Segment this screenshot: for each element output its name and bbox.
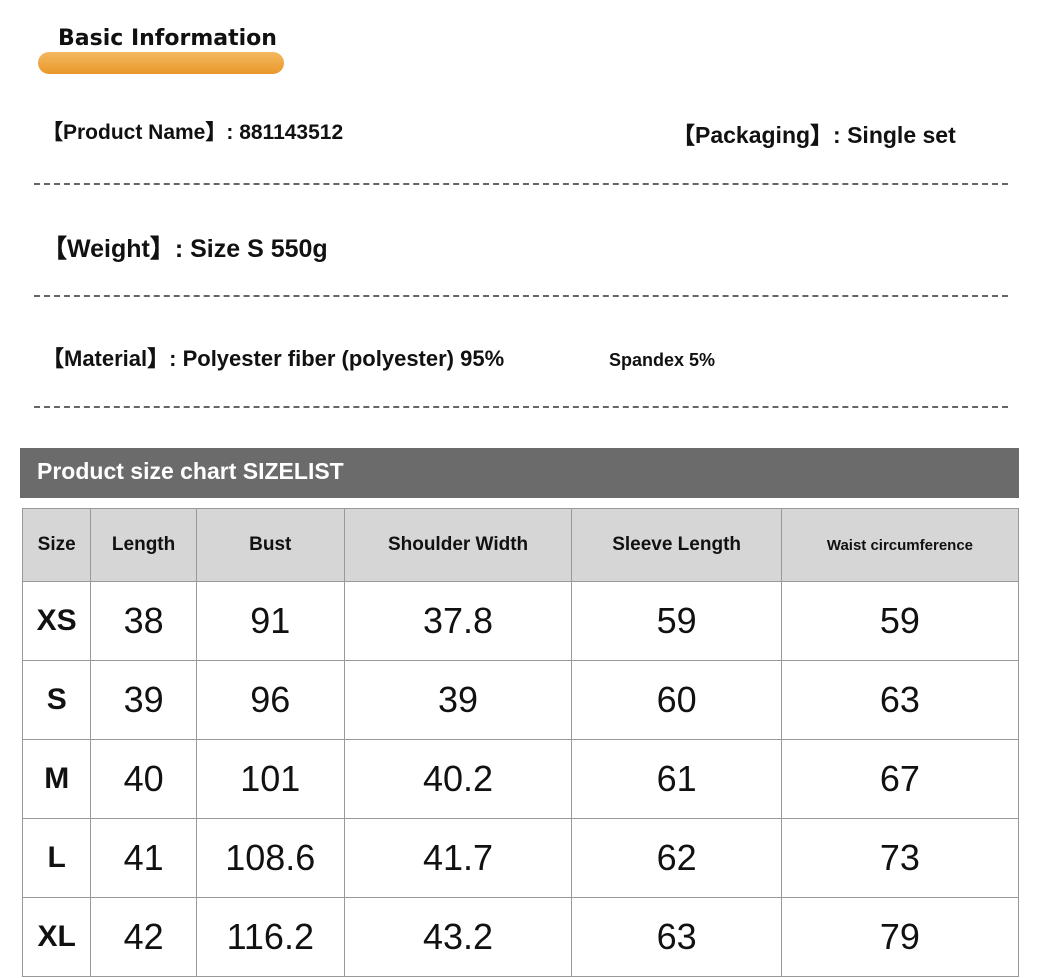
table-cell: 40.2 bbox=[343, 739, 573, 819]
divider bbox=[34, 406, 1008, 408]
chart-header: Product size chart SIZELIST bbox=[20, 448, 1019, 498]
table-cell: S bbox=[21, 660, 92, 740]
packaging: 【Packaging】: Single set bbox=[672, 122, 956, 148]
table-row: S 39 96 39 60 63 bbox=[21, 660, 1020, 740]
table-cell: 41.7 bbox=[343, 818, 573, 898]
table-cell: 79 bbox=[780, 897, 1020, 977]
table-cell: L bbox=[21, 818, 92, 898]
column-header: Sleeve Length bbox=[571, 508, 782, 582]
table-body: XS 38 91 37.8 59 59 S 39 96 39 60 63 M 40 101 40.2 61 67 L… bbox=[21, 581, 1020, 977]
table-cell: 63 bbox=[780, 660, 1020, 740]
table-row: XS 38 91 37.8 59 59 bbox=[21, 581, 1020, 661]
table-cell: 60 bbox=[571, 660, 782, 740]
table-row: XL 42 116.2 43.2 63 79 bbox=[21, 897, 1020, 977]
table-cell: 38 bbox=[90, 581, 197, 661]
table-cell: 59 bbox=[571, 581, 782, 661]
size-table: Size Length Bust Shoulder Width Sleeve Lengt… bbox=[21, 508, 1020, 977]
table-cell: 37.8 bbox=[343, 581, 573, 661]
material: 【Material】: Polyester fiber (polyester) … bbox=[42, 346, 505, 371]
material-extra: Spandex 5% bbox=[609, 350, 716, 370]
table-cell: 40 bbox=[90, 739, 197, 819]
table-cell: 42 bbox=[90, 897, 197, 977]
divider bbox=[34, 183, 1008, 185]
product-name: 【Product Name】: 881143512 bbox=[42, 121, 344, 144]
table-cell: 101 bbox=[195, 739, 345, 819]
table-cell: 108.6 bbox=[195, 818, 345, 898]
column-header: Shoulder Width bbox=[343, 508, 573, 582]
column-header: Size bbox=[21, 508, 92, 582]
table-cell: 39 bbox=[90, 660, 197, 740]
table-row: L 41 108.6 41.7 62 73 bbox=[21, 818, 1020, 898]
table-cell: 61 bbox=[571, 739, 782, 819]
table-cell: 41 bbox=[90, 818, 197, 898]
table-cell: 116.2 bbox=[195, 897, 345, 977]
table-cell: XS bbox=[21, 581, 92, 661]
header-row: Size Length Bust Shoulder Width Sleeve Lengt… bbox=[21, 508, 1020, 582]
table-row: M 40 101 40.2 61 67 bbox=[21, 739, 1020, 819]
table-cell: 59 bbox=[780, 581, 1020, 661]
table-cell: 91 bbox=[195, 581, 345, 661]
title-bar bbox=[38, 52, 284, 74]
table-cell: 67 bbox=[780, 739, 1020, 819]
column-header: Bust bbox=[195, 508, 345, 582]
column-header: Waist circumference bbox=[780, 508, 1020, 582]
section-title: Basic Information bbox=[58, 26, 277, 51]
column-header: Length bbox=[90, 508, 197, 582]
table-cell: M bbox=[21, 739, 92, 819]
divider bbox=[34, 295, 1008, 297]
table-cell: 62 bbox=[571, 818, 782, 898]
table-cell: 43.2 bbox=[343, 897, 573, 977]
table-cell: 63 bbox=[571, 897, 782, 977]
table-cell: XL bbox=[21, 897, 92, 977]
table-cell: 96 bbox=[195, 660, 345, 740]
table-cell: 73 bbox=[780, 818, 1020, 898]
weight: 【Weight】: Size S 550g bbox=[42, 235, 328, 263]
table-cell: 39 bbox=[343, 660, 573, 740]
